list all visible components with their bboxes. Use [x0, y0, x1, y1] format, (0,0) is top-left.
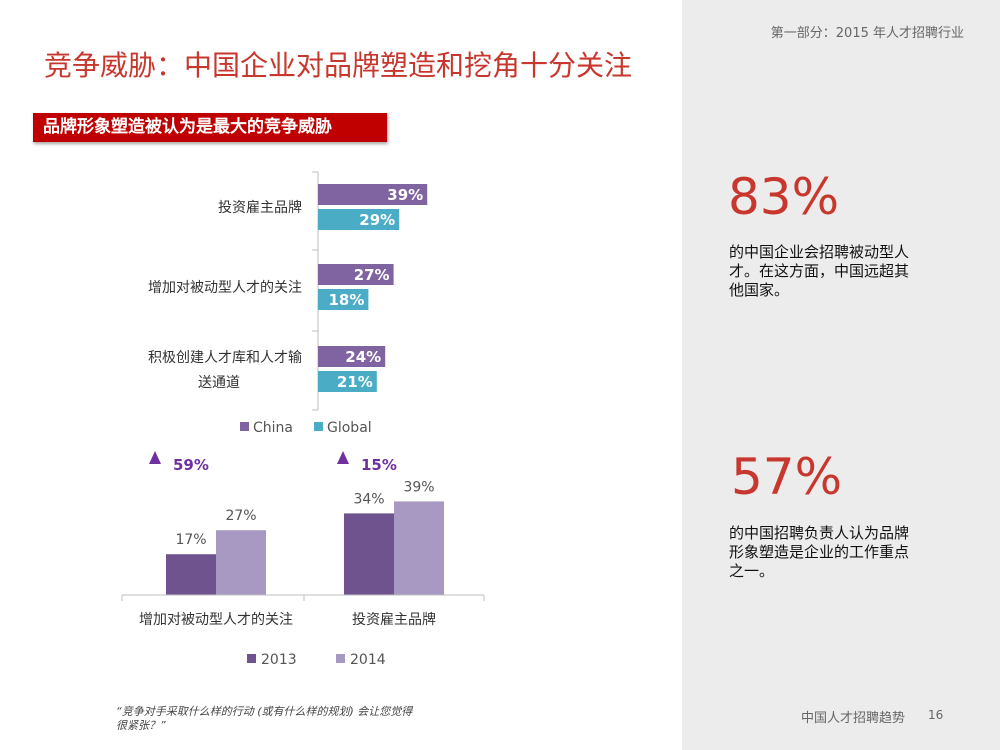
bar-global-1 [318, 289, 369, 310]
bar-global-2 [318, 371, 377, 392]
up-triangle-icon [149, 451, 161, 464]
horizontal-bar-chart: 39% 29% 投资雇主品牌 27% 18% 增加对被动型人才的关注 24% 21% 积极创建人… [148, 171, 428, 436]
bar-china-1 [318, 264, 394, 285]
stat-passive-talent-description: 的中国企业会招聘被动型人才。在这方面，中国远超其他国家。 [729, 243, 910, 299]
legend-label-china: China [253, 420, 293, 436]
increase-label-0: 59% [173, 456, 209, 474]
bar-china-2 [318, 346, 386, 367]
legend-label-2013: 2013 [261, 652, 297, 668]
up-triangle-icon [337, 451, 349, 464]
data-label-china-2: 24% [345, 348, 381, 366]
legend-swatch-global [314, 422, 323, 431]
page-title: 竞争威胁：中国企业对品牌塑造和挖角十分关注 [44, 49, 633, 82]
legend-label-global: Global [327, 420, 372, 436]
footer-title: 中国人才招聘趋势 [801, 711, 906, 726]
stat-passive-talent-value: 83% [728, 168, 840, 226]
stat-branding-description: 的中国招聘负责人认为品牌形象塑造是企业的工作重点之一。 [729, 524, 910, 580]
subtitle-banner: 品牌形象塑造被认为是最大的竞争威胁 [33, 113, 387, 142]
category-label-2: 积极创建人才库和人才输送通道 [148, 350, 302, 391]
bar-china-0 [318, 184, 428, 205]
bar-2014-0 [216, 530, 266, 595]
data-label-2013-1: 34% [353, 491, 384, 507]
data-label-2014-1: 39% [403, 479, 434, 495]
page-number: 16 [928, 708, 944, 722]
data-label-2014-0: 27% [225, 508, 256, 524]
legend-label-2014: 2014 [350, 652, 386, 668]
bar-2013-0 [166, 554, 216, 595]
category-label-1: 增加对被动型人才的关注 [148, 280, 302, 296]
legend-swatch-2013 [247, 654, 256, 663]
data-label-2013-0: 17% [175, 532, 206, 548]
legend-swatch-2014 [336, 654, 345, 663]
category-label-0: 增加对被动型人才的关注 [139, 612, 293, 628]
data-label-china-1: 27% [354, 266, 390, 284]
increase-label-1: 15% [361, 456, 397, 474]
stat-branding-value: 57% [731, 448, 843, 506]
survey-question-quote: “竞争对手采取什么样的行动 (或有什么样的规划) 会让您觉得很紧张？” [116, 705, 413, 732]
data-label-global-2: 21% [337, 373, 373, 391]
legend-swatch-china [240, 422, 249, 431]
vertical-bar-chart: 17% 27% 增加对被动型人才的关注 59% 34% 39% 投资雇主品牌 15% 2013 2… [121, 451, 485, 668]
bar-2013-1 [344, 513, 394, 595]
right-panel [682, 0, 1000, 750]
bar-global-0 [318, 209, 400, 230]
category-label-1: 投资雇主品牌 [352, 611, 436, 628]
data-label-global-0: 29% [359, 211, 395, 229]
data-label-global-1: 18% [328, 291, 364, 309]
data-label-china-0: 39% [387, 186, 423, 204]
section-label: 第一部分：2015 年人才招聘行业 [770, 26, 964, 41]
bar-2014-1 [394, 501, 444, 595]
category-label-0: 投资雇主品牌 [218, 199, 302, 216]
